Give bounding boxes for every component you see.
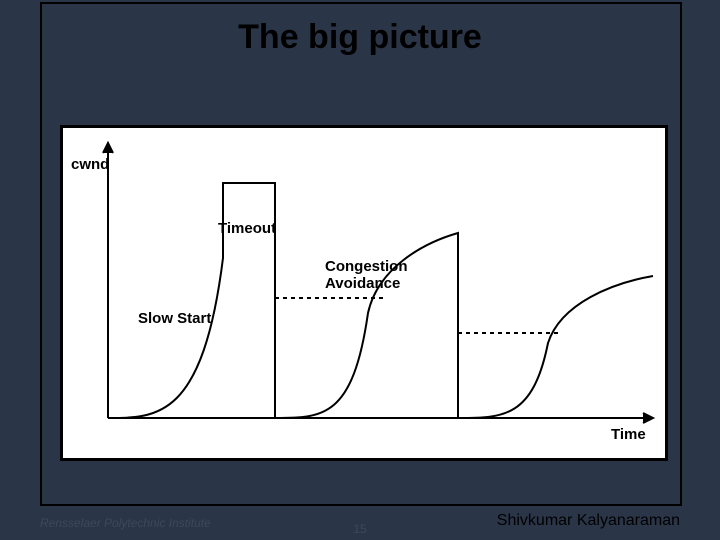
chart-container: cwnd Timeout Congestion Avoidance Slow S…	[60, 125, 668, 461]
congestion-avoidance-label: Congestion Avoidance	[325, 258, 408, 292]
timeout-label: Timeout	[218, 220, 276, 237]
page-number: 15	[0, 522, 720, 536]
slide-background: The big picture cwnd Timeout Congestion …	[0, 0, 720, 540]
slow-start-label: Slow Start	[138, 310, 211, 327]
cwnd-chart	[63, 128, 665, 458]
slide-title: The big picture	[0, 18, 720, 57]
x-axis-label: Time	[611, 426, 646, 443]
y-axis-label: cwnd	[71, 156, 109, 173]
